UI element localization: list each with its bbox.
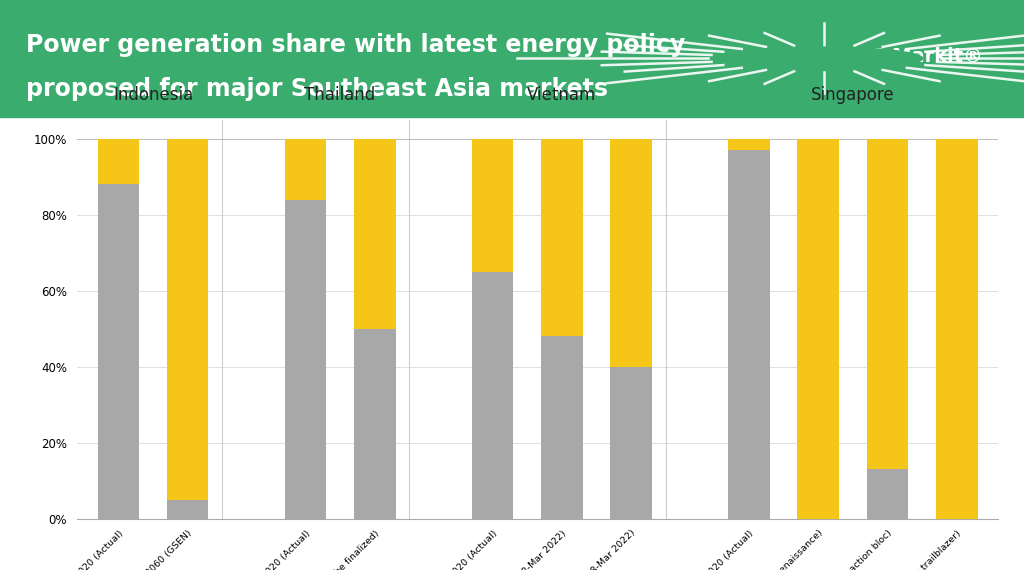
Text: Vietnam: Vietnam (527, 86, 596, 104)
Bar (97, 139, 139, 184)
Bar (728, 150, 770, 519)
Text: IHS Markit®: IHS Markit® (848, 47, 983, 66)
Bar (936, 139, 978, 519)
Text: Power generation share with latest energy policy: Power generation share with latest energ… (26, 32, 685, 57)
Text: Singapore: Singapore (811, 86, 895, 104)
Bar (610, 139, 652, 367)
Bar (798, 139, 839, 519)
Bar (97, 184, 139, 519)
Bar (167, 139, 209, 500)
Text: proposed for major Southeast Asia markets: proposed for major Southeast Asia market… (26, 77, 607, 101)
Bar (541, 336, 583, 519)
Bar (541, 139, 583, 336)
Text: Thailand: Thailand (304, 86, 376, 104)
Bar (354, 329, 395, 519)
Bar (866, 469, 908, 519)
Bar (167, 500, 209, 519)
Bar (285, 200, 327, 519)
Text: Indonesia: Indonesia (113, 86, 194, 104)
Bar (728, 139, 770, 150)
Bar (472, 139, 513, 272)
Bar (354, 139, 395, 329)
Circle shape (726, 47, 923, 70)
Bar (285, 139, 327, 199)
Bar (866, 139, 908, 469)
Text: Information contained in this infographic is part of the IHS Markit Asia-Pacific: Information contained in this infographi… (182, 541, 842, 553)
Bar (610, 367, 652, 519)
Bar (472, 272, 513, 519)
